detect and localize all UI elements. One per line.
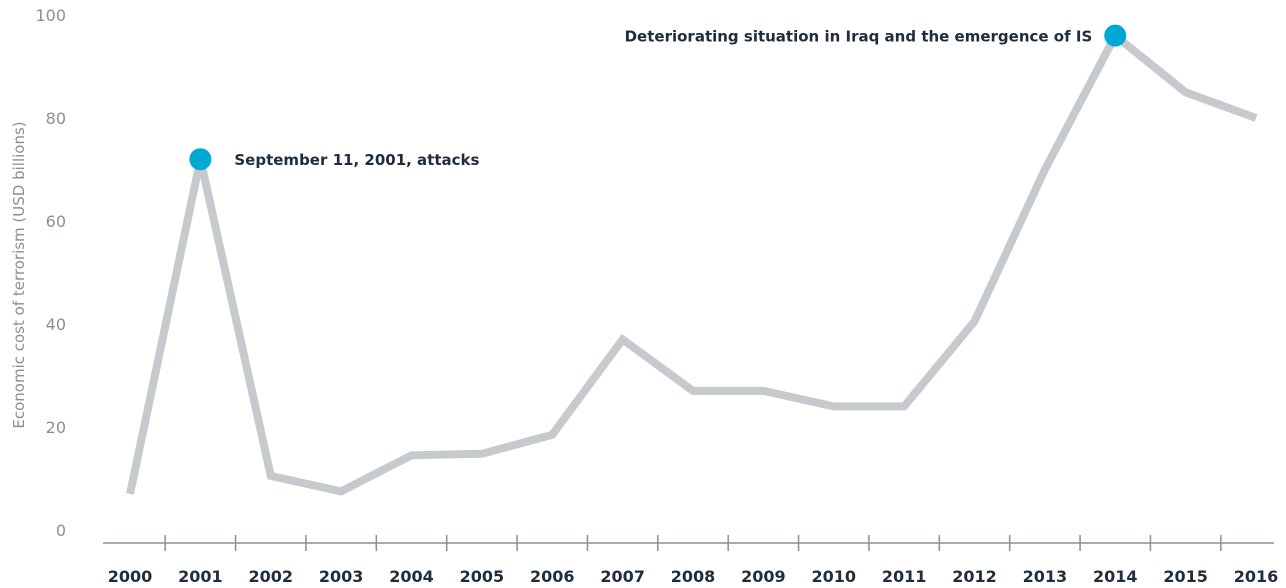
y-tick-label: 80 xyxy=(46,109,66,128)
y-tick-label: 20 xyxy=(46,418,66,437)
x-tick-label: 2001 xyxy=(178,567,223,586)
x-tick-label: 2007 xyxy=(600,567,645,586)
x-tick-label: 2004 xyxy=(389,567,434,586)
x-tick-label: 2015 xyxy=(1163,567,1208,586)
x-axis: 2000 2001 2002 2003 2004 2005 2006 2007 2008 2009… xyxy=(103,535,1278,586)
annotation-marker xyxy=(1104,24,1127,47)
x-tick-label: 2003 xyxy=(319,567,364,586)
y-axis-title-group: Economic cost of terrorism (USD billions… xyxy=(10,121,28,428)
x-tick-label: 2006 xyxy=(530,567,575,586)
y-axis-title: Economic cost of terrorism (USD billions… xyxy=(10,121,28,428)
x-tick-label: 2011 xyxy=(882,567,927,586)
data-series xyxy=(126,29,1258,496)
x-tick-label: 2009 xyxy=(741,567,786,586)
x-tick-label: 2005 xyxy=(460,567,505,586)
y-tick-label: 100 xyxy=(35,6,66,25)
y-tick-label: 0 xyxy=(56,521,66,540)
x-tick-label: 2012 xyxy=(952,567,997,586)
annotation-marker xyxy=(189,148,212,171)
x-tick-label: 2010 xyxy=(811,567,856,586)
annotation-label: September 11, 2001, attacks xyxy=(234,151,479,169)
x-tick-label: 2000 xyxy=(108,567,153,586)
x-tick-label: 2014 xyxy=(1093,567,1138,586)
x-tick-label: 2008 xyxy=(671,567,716,586)
annotation-label: Deteriorating situation in Iraq and the … xyxy=(625,28,1093,46)
x-tick-label: 2016 xyxy=(1234,567,1279,586)
x-tick-label: 2013 xyxy=(1023,567,1068,586)
y-tick-label: 40 xyxy=(46,315,66,334)
y-tick-label: 60 xyxy=(46,212,66,231)
y-axis: 0 20 40 60 80 100 xyxy=(35,6,66,540)
series-line xyxy=(126,29,1258,496)
x-tick-label: 2002 xyxy=(248,567,293,586)
annotations: September 11, 2001, attacks Deteriorating… xyxy=(189,24,1127,171)
